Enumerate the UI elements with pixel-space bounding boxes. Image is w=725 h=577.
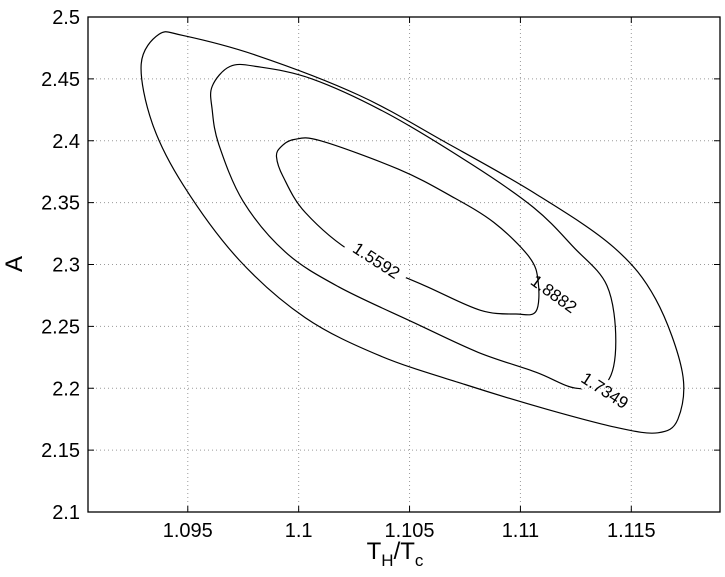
y-tick-label: 2.4 — [52, 131, 80, 153]
x-tick-label: 1.11 — [502, 520, 539, 542]
contour-level-labels: 1.5592 1.7349 1.8882 — [349, 239, 631, 413]
y-tick-label: 2.5 — [52, 7, 80, 29]
contour-level-label: 1.7349 — [578, 369, 632, 413]
y-axis-label: A — [1, 256, 28, 272]
y-tick-labels: 2.1 2.15 2.2 2.25 2.3 2.35 2.4 2.45 2.5 — [41, 7, 80, 524]
y-tick-label: 2.2 — [52, 378, 80, 400]
x-tick-label: 1.105 — [385, 520, 435, 542]
y-tick-label: 2.35 — [41, 193, 80, 215]
x-tick-label: 1.1 — [285, 520, 313, 542]
contour-line — [275, 137, 540, 316]
y-tick-label: 2.25 — [41, 316, 80, 338]
x-tick-label: 1.095 — [163, 520, 213, 542]
y-tick-label: 2.3 — [52, 255, 80, 277]
contour-line — [140, 31, 685, 434]
x-tick-labels: 1.095 1.1 1.105 1.11 1.115 — [163, 520, 656, 542]
contour-level-label: 1.8882 — [527, 271, 580, 317]
y-tick-label: 2.1 — [52, 502, 80, 524]
contour-line — [209, 63, 617, 390]
grid-lines — [88, 16, 720, 513]
contour-lines — [140, 31, 685, 434]
x-tick-label: 1.115 — [607, 520, 656, 542]
y-tick-label: 2.45 — [41, 69, 80, 91]
contour-level-label: 1.5592 — [349, 239, 403, 283]
x-axis-label: TH/Tc — [367, 538, 424, 570]
y-tick-label: 2.15 — [41, 440, 80, 462]
axis-ticks — [88, 16, 720, 513]
